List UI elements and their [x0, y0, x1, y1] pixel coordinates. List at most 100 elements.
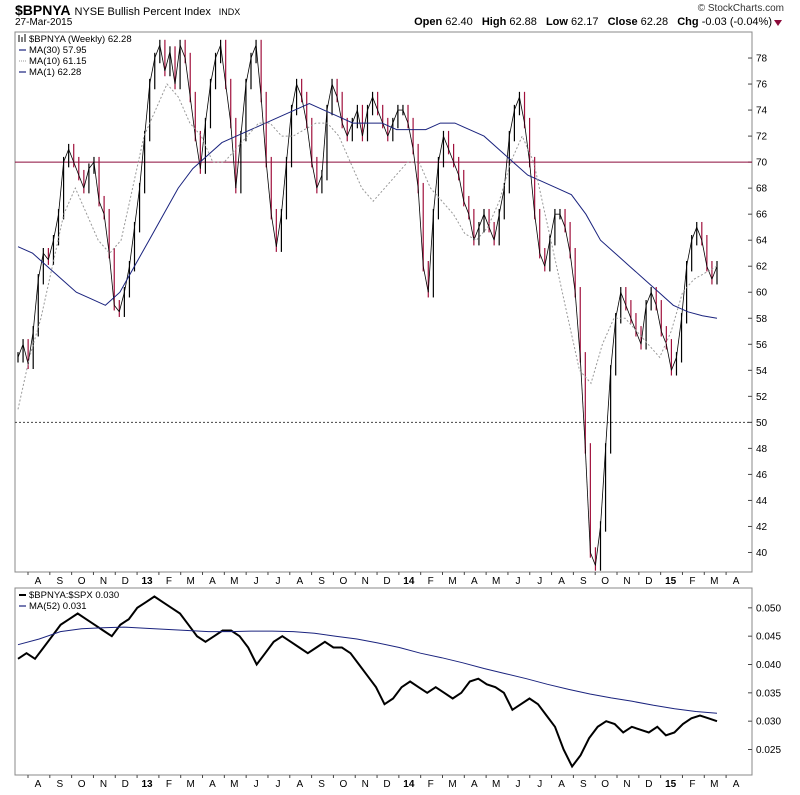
- ratio-xtick-label-26: O: [601, 779, 609, 790]
- main-price-step-38: [205, 83, 211, 124]
- main-price-step-45: [240, 84, 247, 137]
- main-price-step-25: [139, 136, 146, 189]
- main-price-step-47: [250, 44, 257, 59]
- main-price-step-117: [605, 370, 612, 449]
- main-xtick-label-5: 13: [142, 576, 154, 587]
- main-price-step-44: [235, 136, 242, 189]
- main-price-step-32: [174, 44, 181, 85]
- main-xtick-label-15: N: [362, 576, 369, 587]
- ratio-xtick-label-29: 15: [665, 779, 677, 790]
- symbol-title: $BPNYA NYSE Bullish Percent Index INDX: [15, 2, 240, 18]
- main-price-step-95: [493, 214, 500, 241]
- main-xtick-label-14: O: [340, 576, 348, 587]
- main-xtick-label-20: A: [471, 576, 478, 587]
- ratio-xtick-label-20: A: [471, 779, 478, 790]
- ratio-series--bpnya-spx: [17, 595, 718, 769]
- low-value: 62.17: [571, 16, 599, 28]
- main-xtick-label-28: D: [645, 576, 652, 587]
- main-price-step-119: [615, 292, 622, 319]
- main-price-step-97: [503, 136, 510, 189]
- main-ytick-label-13: 66: [756, 210, 768, 221]
- main-ytick-label-5: 50: [756, 418, 768, 429]
- main-xtick-label-16: D: [383, 576, 390, 587]
- main-xtick-label-13: S: [318, 576, 325, 587]
- main-xtick-label-24: A: [558, 576, 565, 587]
- main-price-step-113: [584, 448, 591, 553]
- main-price-step-55: [291, 83, 297, 111]
- main-price-step-64: [336, 96, 343, 124]
- main-price-step-26: [144, 84, 151, 137]
- main-price-step-98: [508, 109, 515, 137]
- main-price-step-12: [73, 161, 80, 176]
- main-price-step-79: [412, 149, 419, 189]
- main-price-step-92: [478, 214, 485, 228]
- ratio-xtick-label-12: A: [296, 779, 303, 790]
- main-price-step-125: [645, 292, 652, 306]
- main-price-step-61: [321, 110, 328, 176]
- main-price-step-5: [37, 253, 44, 280]
- quote-line: Open 62.40 High 62.88 Low 62.17 Close 62…: [408, 16, 772, 28]
- main-ytick-label-17: 74: [756, 106, 768, 117]
- main-xtick-label-21: M: [492, 576, 500, 587]
- ratio-xtick-label-13: S: [318, 779, 325, 790]
- close-label: Close: [607, 16, 638, 28]
- main-price-step-66: [346, 122, 353, 137]
- main-price-step-21: [118, 292, 125, 312]
- main-xtick-label-1: S: [56, 576, 63, 587]
- ratio-series-ma-52-: [17, 626, 718, 714]
- main-xtick-label-6: F: [166, 576, 172, 587]
- ratio-xtick-label-32: A: [733, 779, 740, 790]
- ratio-xtick-label-10: J: [254, 779, 259, 790]
- main-price-step-134: [691, 227, 698, 241]
- main-xtick-label-26: O: [601, 576, 609, 587]
- main-price-step-11: [68, 148, 75, 163]
- main-price-step-84: [438, 136, 444, 163]
- main-ytick-label-18: 76: [756, 80, 768, 91]
- main-xtick-label-27: N: [623, 576, 630, 587]
- ratio-xtick-label-8: A: [209, 779, 216, 790]
- main-price-step-48: [255, 44, 262, 98]
- main-price-step-78: [407, 123, 414, 150]
- main-xtick-label-11: J: [275, 576, 280, 587]
- main-price-step-24: [134, 188, 140, 228]
- main-price-step-20: [113, 305, 120, 313]
- main-ytick-label-8: 56: [756, 340, 768, 351]
- main-price-step-14: [83, 168, 90, 189]
- ratio-xtick-label-31: M: [710, 779, 718, 790]
- main-price-step-34: [184, 57, 191, 98]
- main-price-step-54: [286, 110, 292, 163]
- main-ytick-label-15: 70: [756, 158, 768, 169]
- main-price-step-74: [387, 122, 394, 137]
- main-price-step-96: [498, 188, 505, 215]
- ratio-xtick-label-16: D: [383, 779, 390, 790]
- main-price-step-15: [88, 161, 95, 169]
- main-price-step-31: [169, 51, 176, 85]
- ratio-xtick-label-0: A: [35, 779, 42, 790]
- chg-label: Chg: [677, 16, 699, 28]
- main-price-step-93: [483, 214, 490, 228]
- main-xtick-label-23: J: [537, 576, 542, 587]
- main-ytick-label-3: 46: [756, 470, 768, 481]
- main-xtick-label-4: D: [122, 576, 129, 587]
- brand-watermark: © StockCharts.com: [697, 3, 784, 14]
- main-price-step-86: [448, 148, 454, 163]
- main-price-step-116: [600, 448, 606, 527]
- main-price-step-60: [316, 174, 323, 189]
- main-price-step-137: [706, 266, 713, 280]
- main-price-step-19: [108, 253, 115, 306]
- main-price-step-112: [579, 357, 586, 449]
- main-price-step-75: [392, 109, 399, 124]
- main-price-step-90: [468, 214, 475, 241]
- main-price-step-41: [220, 44, 227, 85]
- main-legend-label-0: $BPNYA (Weekly) 62.28: [29, 34, 132, 45]
- main-price-step-62: [326, 83, 333, 111]
- main-price-step-77: [402, 109, 409, 124]
- main-ytick-label-6: 52: [756, 392, 768, 403]
- ratio-xtick-label-6: F: [166, 779, 172, 790]
- open-value: 62.40: [445, 16, 473, 28]
- ratio-xtick-label-27: N: [623, 779, 630, 790]
- main-price-step-108: [559, 214, 566, 228]
- chart-date: 27-Mar-2015: [15, 17, 73, 28]
- main-price-step-52: [275, 214, 282, 247]
